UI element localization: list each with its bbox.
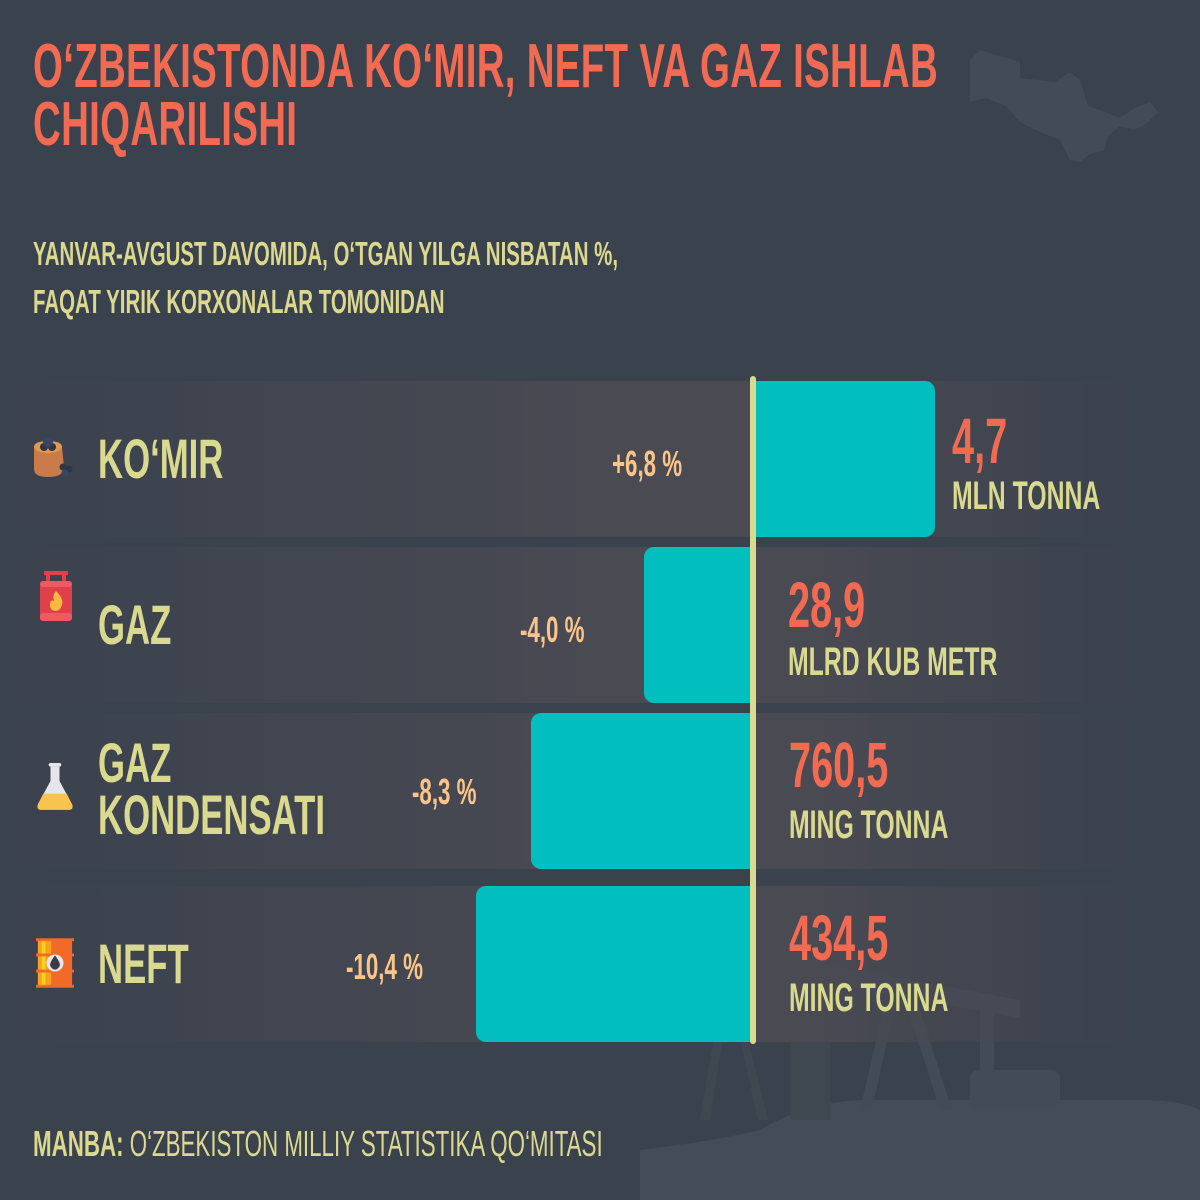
uzbekistan-map-silhouette bbox=[970, 50, 1158, 162]
page-title: O‘ZBEKISTONDA KO‘MIR, NEFT VA GAZ ISHLAB… bbox=[33, 32, 1200, 159]
production-unit: MLN TONNA bbox=[952, 474, 1101, 518]
title-line-2: CHIQARILISHI bbox=[33, 90, 298, 159]
row-label: KO‘MIR bbox=[98, 427, 224, 490]
row-label: GAZ bbox=[98, 593, 172, 656]
subtitle: YANVAR-AVGUST DAVOMIDA, O‘TGAN YILGA NIS… bbox=[33, 230, 977, 326]
gas-cylinder-icon bbox=[40, 571, 72, 621]
production-value: 4,7 bbox=[952, 405, 1008, 477]
coal-sack-icon bbox=[34, 437, 73, 477]
chart-row-komir: KO‘MIR +6,8 % 4,7 MLN TONNA bbox=[0, 381, 1140, 537]
production-unit: MING TONNA bbox=[789, 803, 949, 847]
source-note: MANBA: O‘ZBEKISTON MILLIY STATISTIKA QO‘… bbox=[33, 1122, 952, 1166]
bar-negative bbox=[476, 886, 752, 1042]
flask-icon bbox=[37, 763, 73, 810]
source-text: O‘ZBEKISTON MILLIY STATISTIKA QO‘MITASI bbox=[123, 1123, 603, 1164]
percent-change: -10,4 % bbox=[346, 946, 423, 987]
chart-row-gaz: GAZ -4,0 % 28,9 MLRD KUB METR bbox=[0, 547, 1140, 703]
source-label: MANBA: bbox=[33, 1123, 124, 1164]
row-label: GAZ KONDENSATI bbox=[98, 731, 325, 846]
production-unit: MING TONNA bbox=[789, 976, 949, 1020]
row-label: NEFT bbox=[98, 932, 189, 995]
production-value: 760,5 bbox=[789, 729, 889, 801]
oil-barrel-icon bbox=[36, 938, 74, 988]
percent-change: +6,8 % bbox=[612, 443, 683, 484]
bar-negative bbox=[531, 713, 752, 869]
title-line-1: O‘ZBEKISTONDA KO‘MIR, NEFT VA GAZ ISHLAB bbox=[33, 32, 939, 101]
chart-row-neft: NEFT -10,4 % 434,5 MING TONNA bbox=[0, 886, 1140, 1042]
subtitle-line-1: YANVAR-AVGUST DAVOMIDA, O‘TGAN YILGA NIS… bbox=[33, 235, 619, 272]
subtitle-line-2: FAQAT YIRIK KORXONALAR TOMONIDAN bbox=[33, 283, 445, 320]
production-value: 28,9 bbox=[788, 569, 866, 641]
production-value: 434,5 bbox=[789, 902, 889, 974]
zero-axis-line bbox=[750, 376, 756, 1044]
percent-change: -4,0 % bbox=[520, 609, 585, 650]
percent-change: -8,3 % bbox=[412, 771, 477, 812]
bar-negative bbox=[644, 547, 752, 703]
production-unit: MLRD KUB METR bbox=[788, 640, 998, 684]
chart-row-gaz-kondensati: GAZ KONDENSATI -8,3 % 760,5 MING TONNA bbox=[0, 713, 1140, 869]
bar-positive bbox=[753, 381, 935, 537]
